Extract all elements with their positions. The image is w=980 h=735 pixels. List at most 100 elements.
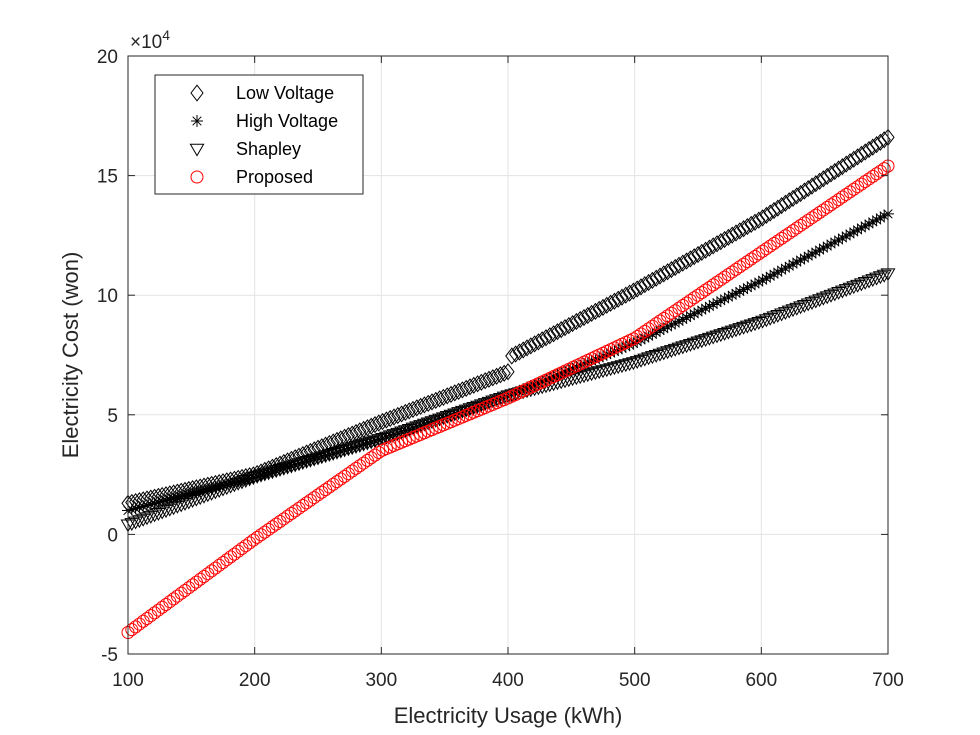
data-point — [596, 298, 610, 316]
data-point — [637, 353, 653, 367]
data-point — [775, 231, 789, 245]
data-point — [444, 385, 458, 403]
data-point — [649, 317, 663, 331]
data-point — [216, 473, 230, 491]
data-point — [633, 354, 649, 368]
data-point — [413, 397, 428, 416]
data-point — [660, 263, 675, 281]
data-point — [865, 274, 881, 288]
x-tick-label: 200 — [239, 670, 271, 691]
data-point — [870, 167, 884, 181]
data-point — [657, 265, 671, 283]
data-point — [777, 307, 793, 321]
x-axis-label: Electricity Usage (kWh) — [394, 703, 623, 728]
data-point — [143, 510, 159, 524]
data-point — [629, 356, 645, 369]
data-point — [280, 452, 295, 470]
data-point — [398, 403, 413, 422]
data-point — [786, 224, 800, 238]
data-point — [820, 167, 834, 185]
data-point — [793, 184, 808, 203]
data-point — [667, 343, 683, 357]
data-point — [774, 197, 789, 215]
data-point — [648, 349, 664, 363]
data-point — [729, 262, 743, 276]
data-point — [861, 275, 877, 289]
data-point — [763, 239, 777, 253]
data-point — [782, 192, 796, 210]
data-point — [653, 314, 667, 328]
data-point — [634, 327, 648, 341]
data-point — [717, 230, 732, 249]
data-point — [622, 284, 637, 302]
data-point — [584, 304, 599, 323]
data-point — [375, 412, 390, 431]
legend-item: Proposed — [190, 167, 313, 187]
data-point — [618, 359, 634, 373]
data-point — [346, 441, 359, 454]
data-point — [691, 245, 705, 264]
data-point — [642, 322, 656, 336]
data-point — [739, 320, 755, 334]
data-point — [614, 360, 630, 374]
data-point — [261, 460, 276, 478]
data-point — [299, 444, 314, 462]
data-point — [714, 232, 728, 251]
data-point — [508, 345, 523, 363]
y-multiplier-exponent: 4 — [162, 27, 170, 43]
data-point — [656, 347, 672, 361]
data-point — [425, 393, 439, 411]
series-low-voltage — [121, 128, 895, 512]
legend-label: Shapley — [236, 139, 301, 159]
y-tick-label: 20 — [97, 47, 118, 68]
data-point — [758, 314, 774, 328]
data-point — [702, 280, 716, 294]
data-point — [846, 281, 862, 295]
data-point — [592, 300, 606, 318]
data-point — [679, 340, 695, 354]
data-point — [455, 381, 470, 399]
legend-marker-circle — [190, 170, 204, 184]
data-point — [850, 279, 866, 293]
data-point — [732, 323, 748, 337]
data-point — [208, 474, 223, 493]
data-point — [645, 319, 659, 333]
data-point — [516, 341, 530, 359]
data-point — [839, 187, 853, 201]
x-tick-label: 100 — [112, 670, 144, 691]
data-point — [227, 470, 242, 488]
data-point — [292, 447, 306, 465]
data-point — [740, 255, 754, 269]
data-point — [737, 257, 751, 271]
data-point — [866, 169, 880, 183]
data-point — [638, 276, 652, 294]
data-point — [835, 157, 850, 176]
data-point — [834, 285, 850, 299]
legend-box — [154, 74, 364, 195]
data-point — [857, 276, 873, 290]
data-point — [372, 414, 386, 432]
data-point — [854, 177, 868, 191]
data-point — [239, 467, 253, 486]
data-point — [755, 209, 770, 227]
data-point — [649, 269, 663, 287]
x-tick-label: 700 — [872, 670, 904, 691]
data-point — [603, 294, 618, 312]
data-point — [790, 187, 804, 205]
data-point — [838, 284, 854, 298]
data-point — [695, 243, 709, 262]
data-point — [827, 288, 843, 302]
data-point — [869, 272, 885, 286]
data-point — [721, 268, 735, 282]
data-point — [345, 425, 359, 443]
data-point — [752, 247, 766, 261]
data-point — [330, 431, 344, 450]
data-point — [778, 229, 792, 243]
data-point — [619, 286, 633, 304]
data-point — [573, 310, 587, 329]
data-point — [569, 312, 584, 331]
data-point — [611, 290, 625, 308]
data-point — [858, 175, 872, 189]
data-point — [595, 365, 611, 379]
data-point — [387, 408, 401, 426]
